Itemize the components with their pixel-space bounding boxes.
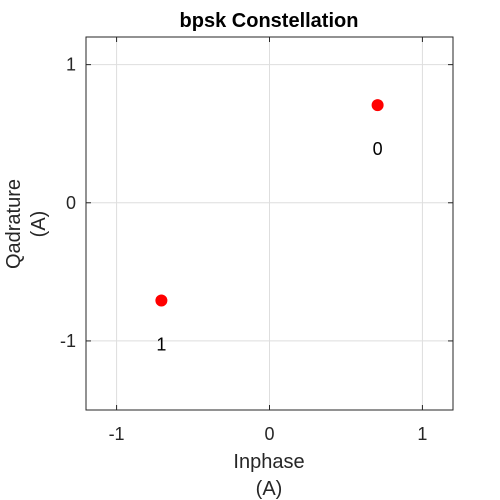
grid	[86, 37, 453, 410]
y-tick-label: 1	[66, 55, 76, 75]
data-point-label: 1	[156, 334, 166, 354]
data-point	[371, 99, 384, 112]
ticks: -1 0 1-101	[60, 37, 453, 444]
x-tick-label: 1	[417, 424, 427, 444]
x-axis-label-line2: (A)	[256, 478, 283, 500]
y-axis-label-line2: (A)	[28, 211, 50, 238]
y-tick-label: 0	[66, 193, 76, 213]
data-point-label: 0	[373, 139, 383, 159]
x-tick-label: -1	[109, 424, 125, 444]
chart-title: bpsk Constellation	[180, 10, 359, 32]
y-axis-label-line1: Qadrature	[3, 179, 25, 269]
data-points: 01	[155, 99, 384, 354]
data-point	[155, 294, 168, 307]
x-axis-label-line1: Inphase	[233, 451, 304, 473]
y-tick-label: -1	[60, 331, 76, 351]
x-tick-label: 0	[264, 424, 274, 444]
